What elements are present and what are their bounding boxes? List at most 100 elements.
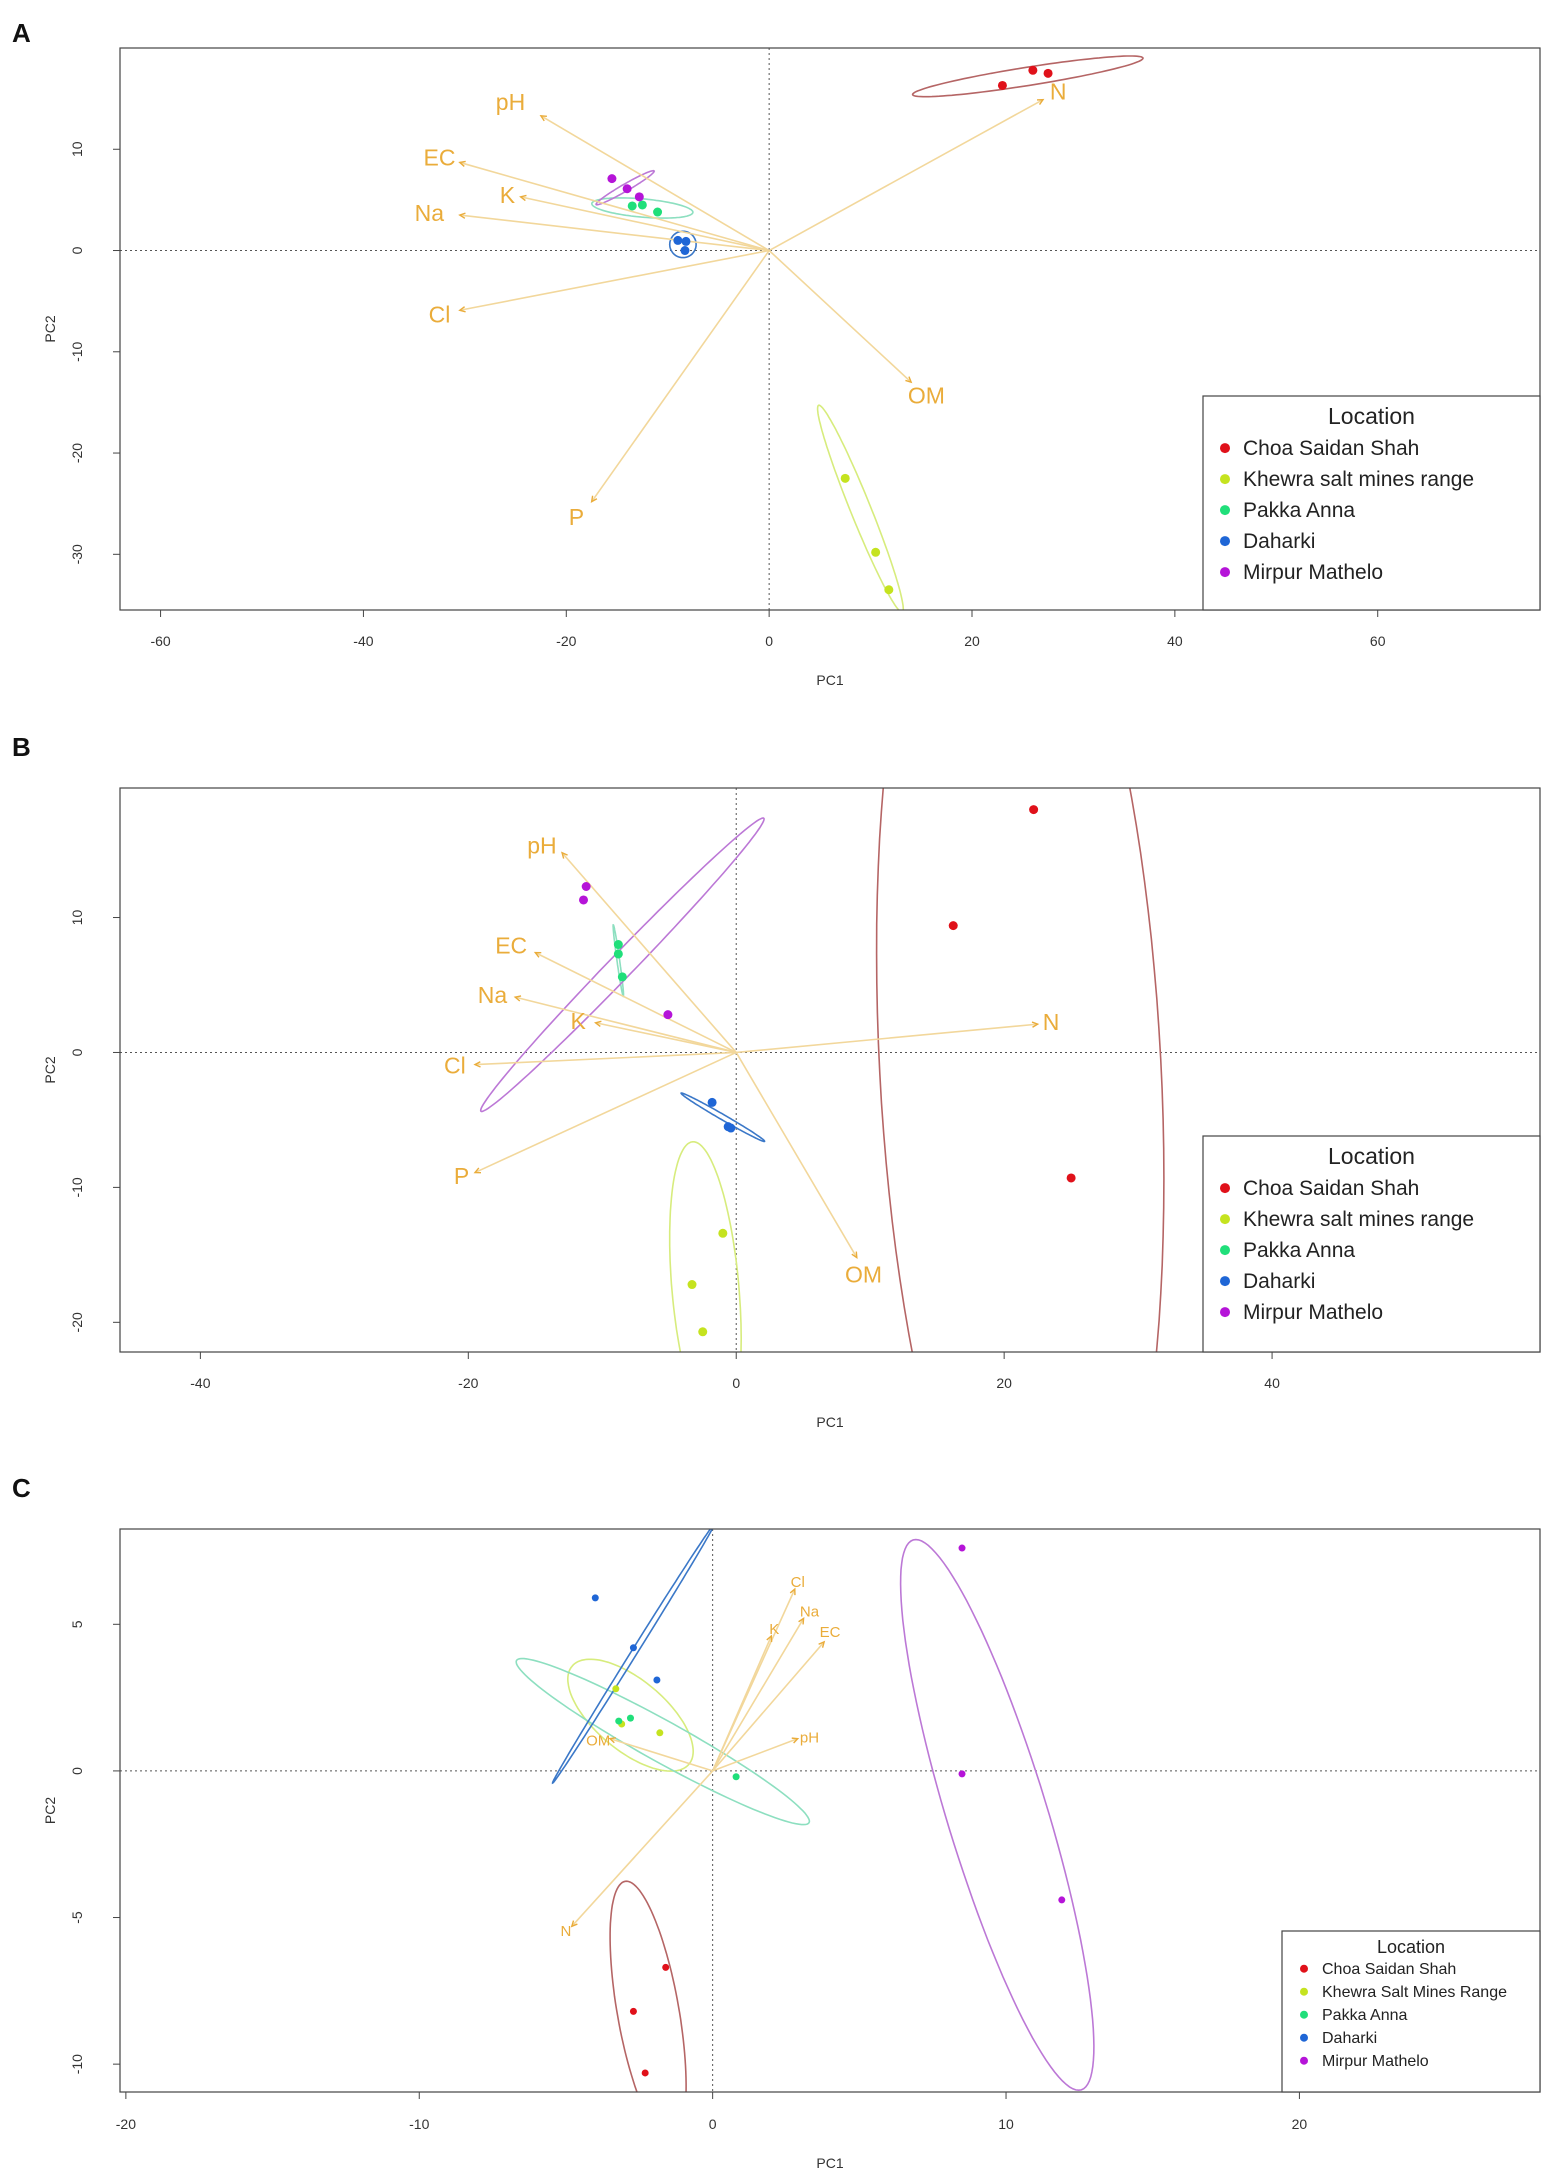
data-point-mirpur-mathelo[interactable] <box>634 192 644 202</box>
y-tick-label: 10 <box>69 910 85 926</box>
data-point-choa-saidan-shah[interactable] <box>641 2069 649 2077</box>
loading-arrow-p <box>474 1051 737 1174</box>
data-point-daharki[interactable] <box>680 246 690 256</box>
data-point-choa-saidan-shah[interactable] <box>662 1963 670 1971</box>
data-point-daharki[interactable] <box>591 1594 599 1602</box>
data-point-choa-saidan-shah[interactable] <box>1066 1173 1076 1183</box>
ellipse-choa-saidan-shah <box>911 55 1144 98</box>
loading-arrowhead-na <box>458 212 466 219</box>
loading-label-p: P <box>569 504 584 530</box>
loading-arrow-k <box>711 1635 773 1772</box>
legend-box <box>1202 395 1541 611</box>
x-tick-label: 0 <box>765 633 773 649</box>
legend-swatch <box>1300 2056 1308 2065</box>
data-point-choa-saidan-shah[interactable] <box>629 2007 637 2015</box>
loading-arrowhead-ph <box>561 851 568 859</box>
loading-arrowhead-ec <box>533 951 542 958</box>
ellipse-pakka-anna <box>590 197 694 219</box>
x-tick-label: -60 <box>150 633 170 649</box>
data-point-khewra-salt-mines-range[interactable] <box>612 1685 620 1693</box>
data-point-daharki[interactable] <box>629 1644 637 1652</box>
y-tick-label: 10 <box>69 141 85 157</box>
data-point-khewra-salt-mines-range[interactable] <box>656 1729 664 1737</box>
x-axis-title: PC1 <box>816 2155 843 2171</box>
data-point-mirpur-mathelo[interactable] <box>958 1770 966 1778</box>
data-point-mirpur-mathelo[interactable] <box>1058 1896 1066 1904</box>
plot-frame <box>119 47 1541 611</box>
data-point-khewra-salt-mines-range[interactable] <box>871 547 881 557</box>
data-point-pakka-anna[interactable] <box>613 949 623 959</box>
legend-item-label: Khewra Salt Mines Range <box>1322 1984 1507 2001</box>
data-point-mirpur-mathelo[interactable] <box>663 1010 673 1020</box>
x-tick-label: -20 <box>458 1375 478 1391</box>
loading-label-k: K <box>500 182 516 208</box>
loading-label-na: Na <box>478 982 508 1008</box>
panel-label: C <box>12 1473 31 1503</box>
data-point-pakka-anna[interactable] <box>627 201 637 211</box>
x-tick-label: 60 <box>1370 633 1386 649</box>
data-point-choa-saidan-shah[interactable] <box>1043 68 1053 78</box>
loading-label-na: Na <box>800 1604 820 1621</box>
data-point-choa-saidan-shah[interactable] <box>997 80 1007 90</box>
data-point-pakka-anna[interactable] <box>626 1714 634 1722</box>
ellipse-daharki <box>551 1529 714 1785</box>
data-point-pakka-anna[interactable] <box>637 200 647 210</box>
loading-label-cl: Cl <box>429 301 451 327</box>
loading-arrowhead-n <box>1031 1021 1040 1028</box>
data-point-daharki[interactable] <box>673 235 683 245</box>
legend-title: Location <box>1328 1143 1415 1169</box>
data-point-khewra-salt-mines-range[interactable] <box>718 1228 728 1238</box>
loading-label-om: OM <box>908 382 945 408</box>
data-point-mirpur-mathelo[interactable] <box>622 184 632 194</box>
loading-arrow-k <box>595 1021 737 1054</box>
loading-label-n: N <box>1043 1009 1060 1035</box>
x-tick-label: -20 <box>116 2116 136 2132</box>
loading-arrowhead-p <box>590 495 598 503</box>
panel-c: C Cl Na K EC pH OM N -20 -10 0 10 20 -10 -5 0 5 PC1 PC2 Loc… <box>12 1473 1541 2171</box>
data-point-mirpur-mathelo[interactable] <box>579 895 589 905</box>
legend-swatch <box>1220 505 1230 516</box>
data-point-daharki[interactable] <box>681 236 691 246</box>
legend-item-label: Daharki <box>1243 1270 1315 1293</box>
data-point-pakka-anna[interactable] <box>617 972 627 982</box>
loading-arrowhead-ec <box>818 1640 826 1648</box>
loading-arrowhead-om <box>905 376 913 384</box>
loading-arrowhead-ph <box>539 115 547 122</box>
data-point-daharki[interactable] <box>726 1123 736 1133</box>
data-point-choa-saidan-shah[interactable] <box>1029 805 1039 815</box>
legend-item-label: Mirpur Mathelo <box>1243 1301 1383 1324</box>
loading-arrow-cl <box>474 1051 737 1066</box>
legend: Location Choa Saidan Shah Khewra salt mine… <box>1202 1135 1541 1353</box>
ellipse-mirpur-mathelo <box>479 817 765 1113</box>
legend-title: Location <box>1377 1937 1445 1957</box>
data-point-daharki[interactable] <box>653 1676 661 1684</box>
legend-swatch <box>1220 474 1230 485</box>
y-tick-label: 0 <box>69 1767 85 1775</box>
data-point-khewra-salt-mines-range[interactable] <box>840 473 850 483</box>
loading-arrowhead-na <box>513 995 522 1002</box>
loading-arrowhead-k <box>593 1020 602 1027</box>
data-point-choa-saidan-shah[interactable] <box>948 921 958 931</box>
loading-arrowhead-n <box>1036 98 1045 105</box>
ellipse-mirpur-mathelo <box>899 1538 1095 2092</box>
loading-arrow-ph <box>540 115 770 252</box>
data-point-pakka-anna[interactable] <box>653 207 663 217</box>
loading-arrow-ph <box>712 1737 799 1772</box>
data-point-khewra-salt-mines-range[interactable] <box>698 1327 708 1337</box>
data-point-daharki[interactable] <box>707 1097 717 1107</box>
data-point-khewra-salt-mines-range[interactable] <box>687 1280 697 1290</box>
x-tick-label: 20 <box>996 1375 1012 1391</box>
loading-arrow-cl <box>459 249 770 312</box>
data-point-pakka-anna[interactable] <box>615 1717 623 1725</box>
data-point-khewra-salt-mines-range[interactable] <box>884 585 894 595</box>
data-point-pakka-anna[interactable] <box>732 1773 740 1781</box>
loading-label-k: K <box>570 1008 586 1034</box>
data-point-choa-saidan-shah[interactable] <box>1028 65 1038 75</box>
loading-arrow-p <box>590 250 770 503</box>
loading-arrowhead-k <box>766 1634 773 1643</box>
data-point-mirpur-mathelo[interactable] <box>958 1544 966 1552</box>
data-point-mirpur-mathelo[interactable] <box>581 881 591 891</box>
data-point-pakka-anna[interactable] <box>613 940 623 950</box>
data-point-mirpur-mathelo[interactable] <box>607 174 617 184</box>
